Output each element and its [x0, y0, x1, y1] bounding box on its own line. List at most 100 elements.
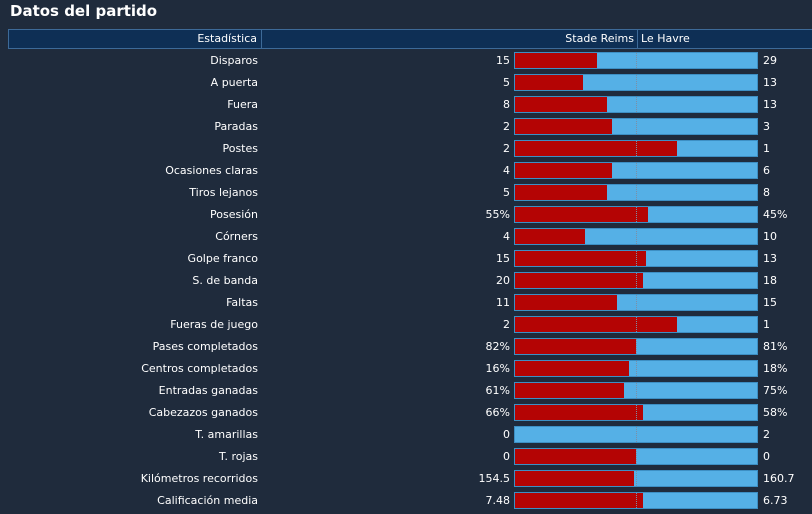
stat-row: Paradas 2 3 [0, 117, 812, 139]
home-value: 154.5 [478, 472, 511, 485]
stat-label: Ocasiones claras [165, 164, 258, 177]
column-header-away-team[interactable]: Le Havre [637, 30, 812, 48]
center-marker [636, 229, 637, 244]
comparison-bar [514, 96, 758, 113]
comparison-bar [514, 360, 758, 377]
home-bar-fill [515, 75, 583, 90]
comparison-bar [514, 228, 758, 245]
home-bar-fill [515, 97, 607, 112]
stat-row: Kilómetros recorridos 154.5 160.7 [0, 469, 812, 491]
comparison-bar [514, 448, 758, 465]
home-value: 66% [485, 406, 510, 419]
stat-label: A puerta [210, 76, 258, 89]
center-marker [636, 361, 637, 376]
stats-header: Estadística Stade Reims Le Havre [8, 29, 812, 49]
center-marker [636, 163, 637, 178]
home-bar-fill [515, 361, 629, 376]
stat-row: A puerta 5 13 [0, 73, 812, 95]
comparison-bar [514, 470, 758, 487]
stat-row: Fueras de juego 2 1 [0, 315, 812, 337]
home-bar-fill [515, 449, 636, 464]
away-value: 13 [763, 252, 777, 265]
center-marker [636, 97, 637, 112]
center-marker [636, 75, 637, 90]
center-marker [636, 317, 637, 332]
center-marker [636, 405, 637, 420]
comparison-bar [514, 338, 758, 355]
away-value: 0 [763, 450, 770, 463]
center-marker [636, 119, 637, 134]
stat-label: Postes [222, 142, 258, 155]
comparison-bar [514, 316, 758, 333]
home-value: 4 [503, 164, 510, 177]
center-marker [636, 493, 637, 508]
home-bar-fill [515, 185, 607, 200]
comparison-bar [514, 184, 758, 201]
home-value: 2 [503, 120, 510, 133]
stat-row: Córners 4 10 [0, 227, 812, 249]
column-header-home-team[interactable]: Stade Reims [261, 30, 637, 48]
away-value: 8 [763, 186, 770, 199]
center-marker [636, 449, 637, 464]
comparison-bar [514, 492, 758, 509]
stat-label: T. rojas [219, 450, 258, 463]
home-value: 61% [485, 384, 510, 397]
stat-label: Golpe franco [187, 252, 258, 265]
away-value: 1 [763, 318, 770, 331]
comparison-bar [514, 404, 758, 421]
home-value: 0 [503, 450, 510, 463]
center-marker [636, 471, 637, 486]
stat-row: Entradas ganadas 61% 75% [0, 381, 812, 403]
stat-row: Golpe franco 15 13 [0, 249, 812, 271]
center-marker [636, 185, 637, 200]
center-marker [636, 295, 637, 310]
stat-row: Tiros lejanos 5 8 [0, 183, 812, 205]
center-marker [636, 53, 637, 68]
stat-label: Fuera [227, 98, 258, 111]
comparison-bar [514, 272, 758, 289]
stat-row: Disparos 15 29 [0, 51, 812, 73]
stat-row: Pases completados 82% 81% [0, 337, 812, 359]
away-value: 160.7 [763, 472, 795, 485]
stat-label: Córners [215, 230, 258, 243]
away-value: 29 [763, 54, 777, 67]
home-value: 16% [485, 362, 510, 375]
away-value: 1 [763, 142, 770, 155]
stat-row: T. rojas 0 0 [0, 447, 812, 469]
away-value: 6 [763, 164, 770, 177]
home-value: 55% [485, 208, 510, 221]
stat-row: Faltas 11 15 [0, 293, 812, 315]
comparison-bar [514, 140, 758, 157]
column-header-stat[interactable]: Estadística [8, 30, 261, 48]
comparison-bar [514, 162, 758, 179]
away-value: 45% [763, 208, 788, 221]
comparison-bar [514, 250, 758, 267]
stat-label: Faltas [226, 296, 258, 309]
comparison-bar [514, 52, 758, 69]
home-bar-fill [515, 405, 643, 420]
away-value: 15 [763, 296, 777, 309]
home-bar-fill [515, 383, 624, 398]
stat-label: Tiros lejanos [189, 186, 258, 199]
home-value: 20 [496, 274, 510, 287]
home-bar-fill [515, 229, 585, 244]
stat-label: Fueras de juego [170, 318, 258, 331]
stat-row: T. amarillas 0 2 [0, 425, 812, 447]
away-value: 18 [763, 274, 777, 287]
away-value: 6.73 [763, 494, 788, 507]
comparison-bar [514, 118, 758, 135]
center-marker [636, 207, 637, 222]
comparison-bar [514, 382, 758, 399]
center-marker [636, 141, 637, 156]
home-bar-fill [515, 273, 643, 288]
home-value: 5 [503, 76, 510, 89]
center-marker [636, 339, 637, 354]
away-value: 75% [763, 384, 788, 397]
away-value: 18% [763, 362, 788, 375]
stat-label: T. amarillas [195, 428, 258, 441]
stat-label: S. de banda [192, 274, 258, 287]
away-value: 13 [763, 76, 777, 89]
page-title: Datos del partido [10, 2, 158, 20]
home-bar-fill [515, 339, 636, 354]
stat-label: Cabezazos ganados [148, 406, 258, 419]
